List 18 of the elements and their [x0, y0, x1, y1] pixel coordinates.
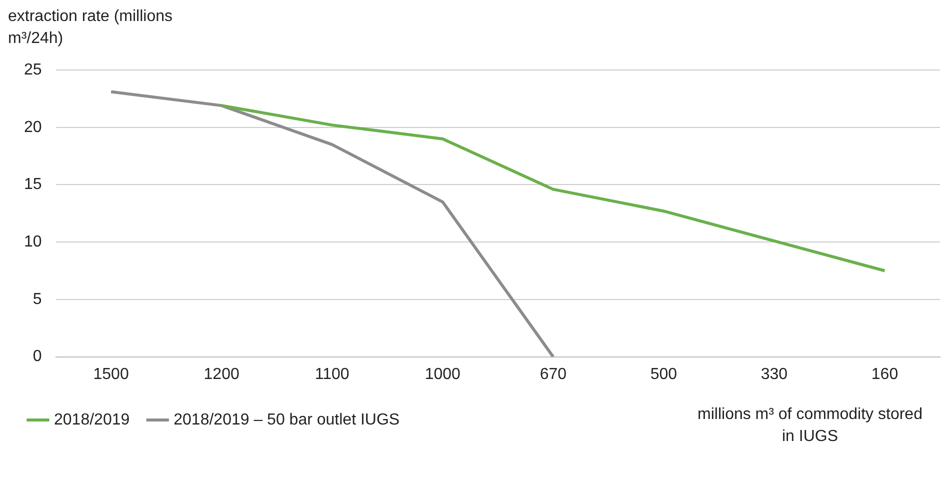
x-tick-label: 500 — [650, 366, 678, 383]
y-tick-label: 5 — [32, 290, 42, 308]
legend-label: 2018/2019 – 50 bar outlet IUGS — [174, 411, 400, 428]
legend-label: 2018/2019 — [54, 411, 130, 428]
x-tick-label: 670 — [540, 366, 567, 383]
y-tick-label: 10 — [24, 233, 42, 250]
y-axis-title: extraction rate (millions m³/24h) — [8, 7, 174, 49]
x-tick-label: 1200 — [204, 366, 240, 383]
x-tick-label: 1500 — [93, 366, 129, 383]
y-tick-label: 25 — [24, 61, 42, 78]
x-tick-label: 1000 — [424, 366, 461, 383]
x-tick-label: 160 — [871, 366, 898, 383]
y-tick-label: 0 — [32, 348, 42, 366]
y-tick-label: 20 — [24, 118, 42, 136]
x-tick-label: 330 — [760, 366, 788, 383]
x-tick-label: 1100 — [314, 366, 350, 383]
y-tick-label: 15 — [24, 176, 42, 194]
x-axis-title: millions m³ of commodity stored in IUGS — [696, 405, 924, 447]
